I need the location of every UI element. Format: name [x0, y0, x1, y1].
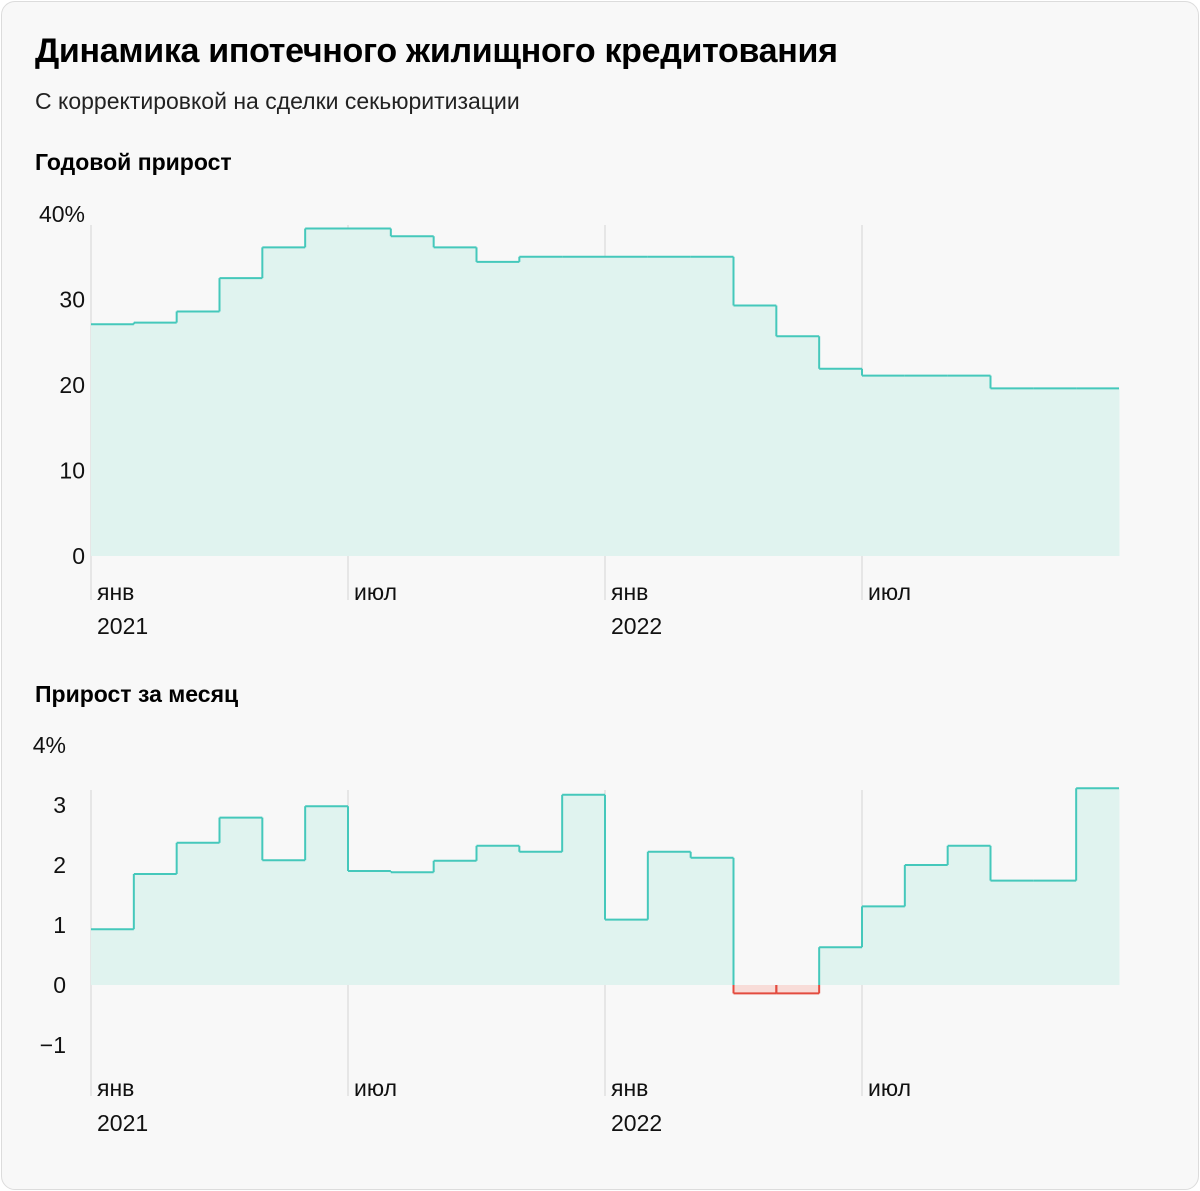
annual-x-tick-month: июл [354, 579, 397, 605]
annual-x-tick-month: янв [97, 579, 134, 605]
monthly-area-июн-2021 [305, 806, 349, 985]
monthly-area-мар-2021 [176, 842, 220, 985]
monthly-area-май-2021 [262, 860, 306, 985]
monthly-area-фев-2022 [647, 851, 692, 985]
monthly-y-tick-label: 3 [53, 792, 66, 818]
monthly-x-tick-month: июл [354, 1075, 397, 1101]
chart-title-monthly: Прирост за месяц [35, 681, 239, 707]
annual-area-июл-2022 [862, 375, 906, 556]
monthly-area-сен-2021 [433, 860, 477, 985]
monthly-area-фев-2021 [133, 874, 178, 985]
monthly-area-окт-2021 [476, 845, 520, 985]
monthly-area-ноя-2021 [519, 851, 563, 985]
monthly-y-tick-label: 2 [53, 852, 66, 878]
monthly-x-tick-month: июл [868, 1075, 911, 1101]
annual-area-фев-2021 [133, 322, 178, 556]
chart-title-annual: Годовой прирост [35, 149, 232, 175]
monthly-area-май-2022 [776, 985, 820, 994]
monthly-x-tick-month: янв [97, 1075, 134, 1101]
annual-area-мар-2022 [690, 256, 734, 556]
monthly-area-окт-2022 [990, 880, 1034, 985]
annual-area-окт-2021 [476, 261, 520, 556]
annual-area-дек-2022 [1076, 388, 1120, 556]
annual-x-tick-month: июл [868, 579, 911, 605]
annual-y-tick-label: 30 [59, 287, 85, 313]
monthly-y-tick-label: −1 [40, 1032, 66, 1058]
monthly-y-tick-label: 1 [53, 912, 66, 938]
annual-area-янв-2022 [605, 256, 649, 556]
monthly-area-апр-2021 [219, 817, 263, 985]
monthly-y-tick-label: 0 [53, 972, 66, 998]
monthly-x-tick-year: 2022 [611, 1110, 662, 1136]
annual-area-авг-2022 [904, 375, 949, 556]
annual-x-tick-year: 2022 [611, 613, 662, 639]
annual-area-ноя-2022 [1033, 388, 1077, 556]
annual-area-июн-2021 [305, 228, 349, 556]
monthly-area-июл-2022 [862, 906, 906, 985]
annual-area-авг-2021 [390, 236, 435, 557]
annual-area-мар-2021 [176, 311, 220, 556]
annual-y-tick-label: 10 [59, 458, 85, 484]
annual-area-июн-2022 [819, 368, 863, 556]
annual-x-tick-month: янв [611, 579, 648, 605]
annual-area-янв-2021 [91, 324, 135, 556]
annual-area-окт-2022 [990, 388, 1034, 556]
annual-area-дек-2021 [562, 256, 606, 556]
monthly-area-янв-2021 [91, 929, 135, 985]
monthly-area-авг-2022 [904, 865, 949, 985]
annual-area-июл-2021 [348, 228, 392, 556]
annual-area-фев-2022 [647, 256, 692, 556]
annual-area-сен-2022 [947, 375, 991, 556]
monthly-x-tick-month: янв [611, 1075, 648, 1101]
annual-area-ноя-2021 [519, 256, 563, 556]
page-subtitle: С корректировкой на сделки секьюритизаци… [35, 88, 520, 114]
annual-area-сен-2021 [433, 247, 477, 556]
monthly-area-июл-2021 [348, 871, 392, 985]
annual-y-tick-label: 0 [72, 543, 85, 569]
monthly-area-авг-2021 [390, 872, 435, 985]
monthly-area-ноя-2022 [1033, 880, 1077, 985]
monthly-x-tick-year: 2021 [97, 1110, 148, 1136]
annual-y-tick-label: 20 [59, 372, 85, 398]
annual-area-май-2021 [262, 247, 306, 556]
page-title: Динамика ипотечного жилищного кредитован… [35, 32, 838, 70]
annual-x-tick-year: 2021 [97, 613, 148, 639]
annual-area-апр-2022 [733, 305, 777, 556]
annual-area-май-2022 [776, 336, 820, 556]
monthly-area-апр-2022 [733, 985, 777, 994]
monthly-area-мар-2022 [690, 857, 734, 985]
annual-y-tick-label: 40% [39, 201, 85, 227]
monthly-area-дек-2021 [562, 794, 606, 985]
monthly-area-сен-2022 [947, 845, 991, 985]
monthly-area-июн-2022 [819, 947, 863, 985]
monthly-y-tick-label: 4% [33, 732, 66, 758]
monthly-area-дек-2022 [1076, 788, 1120, 985]
monthly-area-янв-2022 [605, 919, 649, 985]
annual-area-апр-2021 [219, 278, 263, 556]
